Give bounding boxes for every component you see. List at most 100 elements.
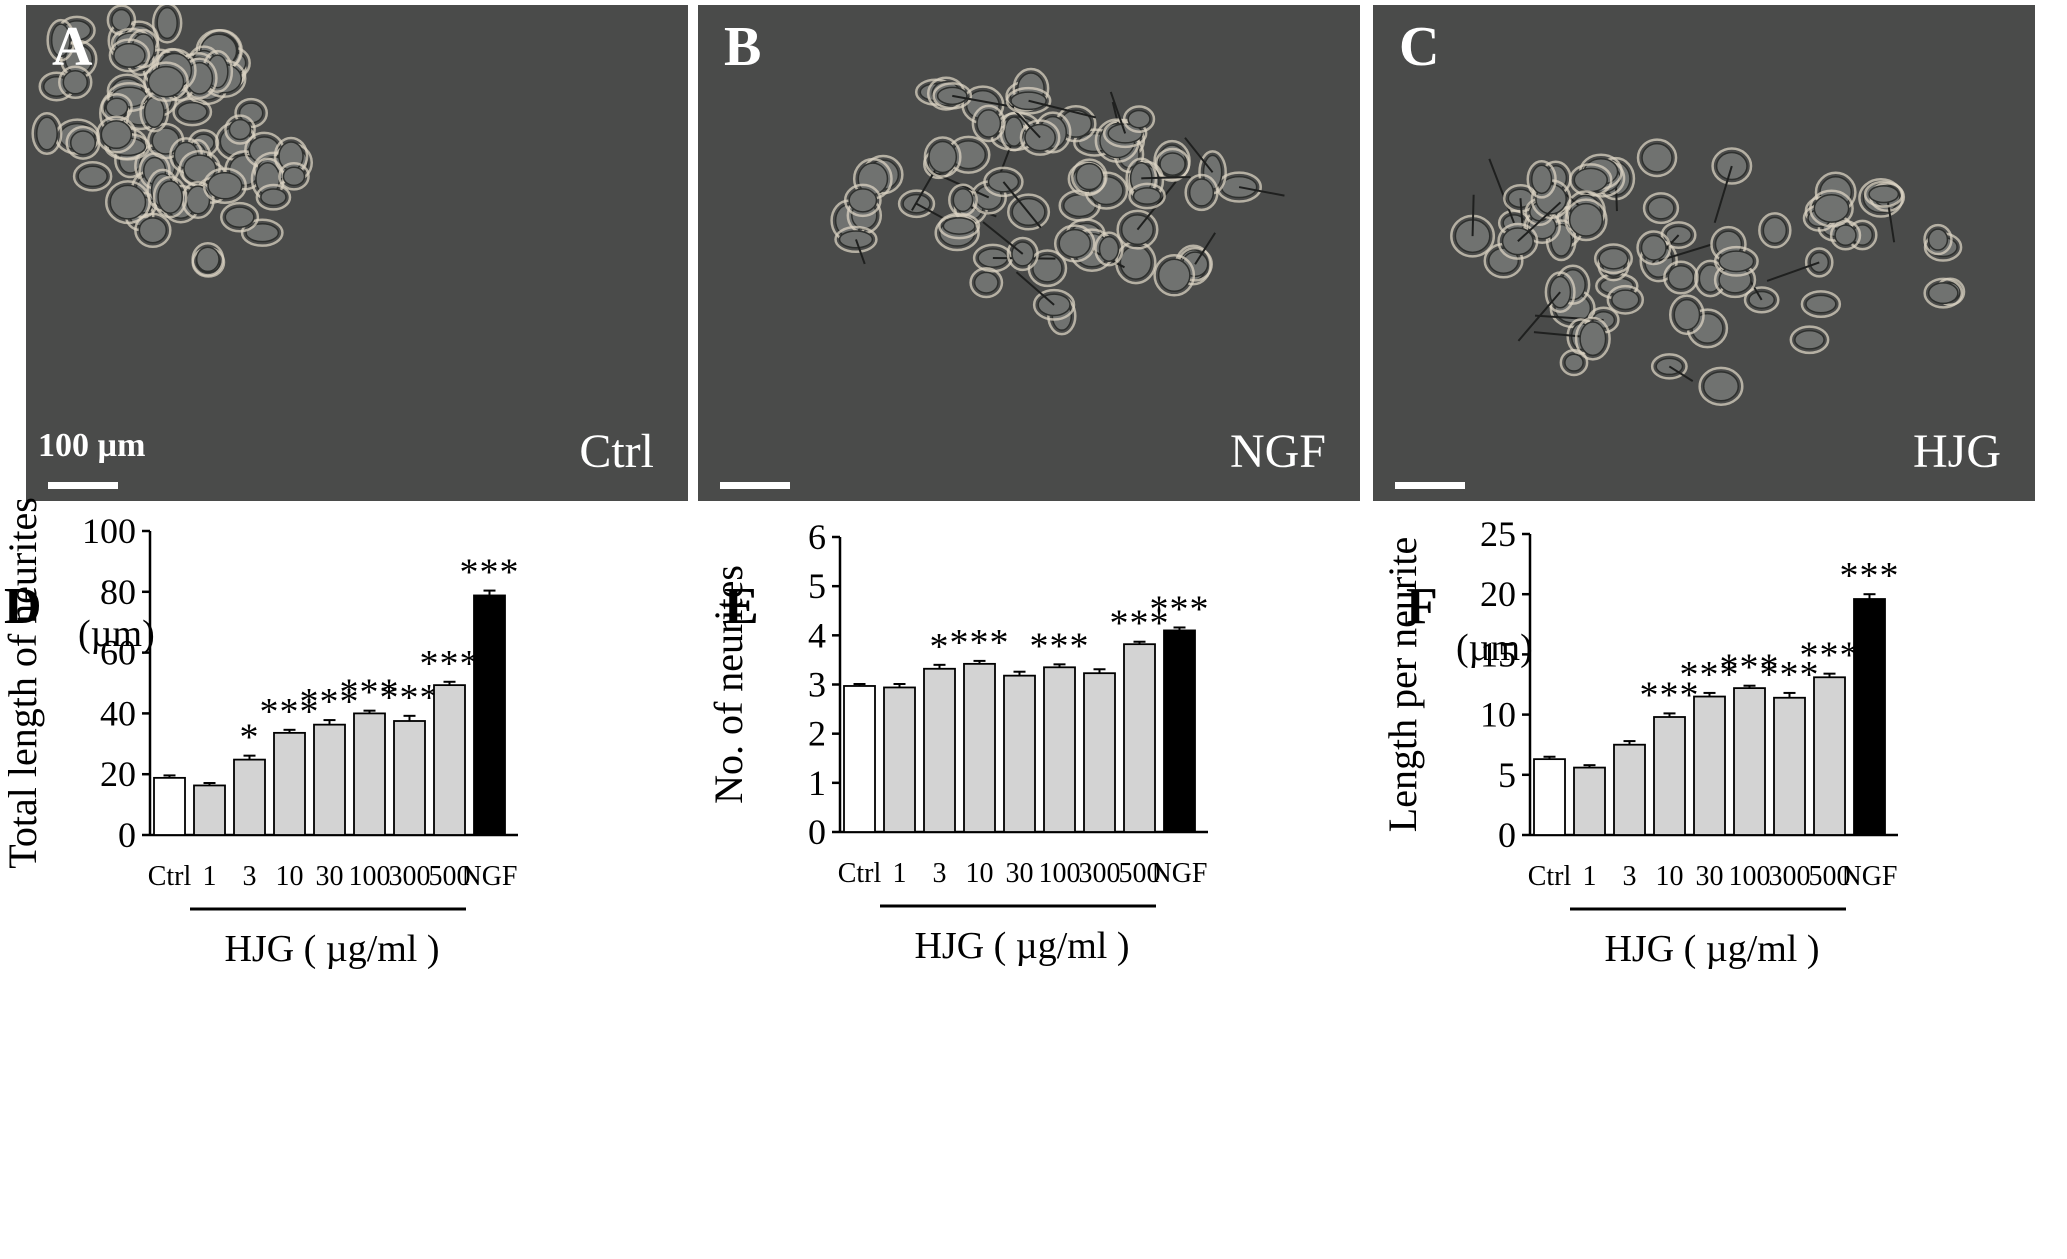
cell-body bbox=[245, 223, 280, 243]
cell-halo bbox=[1668, 294, 1705, 336]
cell-halo bbox=[151, 5, 183, 44]
x-tick-label: Ctrl bbox=[148, 861, 192, 892]
significance-marker: *** bbox=[1760, 654, 1820, 696]
bar-chart-e: E 0 1 2 3 4 5 6 No. of neurites Ctrl 1 * 3 *** 10 30 ***… bbox=[690, 517, 1370, 1259]
cell-halo bbox=[1032, 288, 1076, 321]
bar bbox=[1773, 696, 1806, 836]
cell-body bbox=[1568, 202, 1604, 237]
cell-halo bbox=[278, 162, 310, 191]
y-tick-label: 0 bbox=[118, 815, 136, 855]
cell-body bbox=[1647, 196, 1675, 220]
cell-halo bbox=[191, 241, 225, 277]
cell-body bbox=[936, 86, 968, 106]
neurite-process bbox=[1109, 91, 1127, 134]
x-tick-label: 300 bbox=[389, 861, 431, 892]
chart-svg: F 0 5 10 15 20 25 Length per neurite (µm) Ctrl 1 3 *… bbox=[1380, 514, 1899, 970]
photo-panel-b: B NGF bbox=[698, 5, 1360, 501]
x-tick-label: 500 bbox=[1809, 861, 1851, 892]
bar bbox=[153, 776, 186, 836]
cell-halo bbox=[932, 82, 973, 110]
cell-body bbox=[848, 188, 878, 213]
cell-halo bbox=[983, 166, 1024, 198]
cell-halo bbox=[1863, 180, 1904, 208]
bar bbox=[1003, 674, 1036, 833]
significance-marker: *** bbox=[420, 643, 480, 685]
photo-panel-a: A Ctrl 100 µm bbox=[26, 5, 688, 501]
cell-body bbox=[1119, 245, 1152, 280]
cell-halo bbox=[971, 104, 1006, 143]
significance-marker: *** bbox=[260, 691, 320, 733]
x-tick-label: 3 bbox=[243, 861, 257, 892]
x-tick-label: 30 bbox=[1696, 861, 1724, 892]
cell-halo bbox=[1593, 243, 1633, 275]
neurite-process bbox=[1713, 165, 1733, 224]
cell-halo bbox=[1122, 105, 1156, 133]
cell-cluster bbox=[31, 5, 314, 278]
cell-body bbox=[238, 102, 264, 124]
cell-body bbox=[1611, 289, 1640, 311]
neurite-process bbox=[1028, 99, 1097, 119]
neurite-process bbox=[1519, 198, 1524, 226]
cell-halo bbox=[1698, 366, 1744, 406]
cell-halo bbox=[843, 183, 882, 218]
neurite-process bbox=[1238, 186, 1285, 197]
cell-body bbox=[224, 206, 255, 228]
cell-body bbox=[147, 65, 185, 98]
cell-body bbox=[928, 140, 958, 174]
x-tick-label: 30 bbox=[1006, 858, 1034, 889]
cell-body bbox=[278, 141, 304, 171]
cell-body bbox=[1715, 151, 1748, 181]
cell-body bbox=[195, 246, 220, 273]
bar bbox=[1613, 743, 1646, 836]
neurite-process bbox=[1194, 232, 1216, 265]
cell-body bbox=[1132, 187, 1162, 205]
bar bbox=[1813, 676, 1846, 836]
cell-micrograph-image bbox=[830, 67, 1285, 336]
chart-svg: D 0 20 40 60 80 100 Total length of neurites (µm… bbox=[0, 497, 519, 970]
cell-halo bbox=[1923, 277, 1964, 309]
x-tick-label: Ctrl bbox=[838, 858, 882, 889]
x-tick-label: 10 bbox=[966, 858, 994, 889]
cell-body bbox=[1032, 253, 1063, 283]
x-tick-label: 10 bbox=[276, 861, 304, 892]
cell-halo bbox=[72, 160, 113, 192]
cell-halo bbox=[1809, 189, 1854, 228]
cell-micrograph-image bbox=[1450, 138, 1966, 406]
bar bbox=[393, 720, 426, 836]
cell-halo bbox=[1800, 290, 1842, 319]
cell-body bbox=[143, 96, 165, 128]
cell-halo bbox=[134, 212, 172, 248]
bar bbox=[1123, 643, 1156, 833]
significance-marker: *** bbox=[300, 681, 360, 723]
bar bbox=[1163, 629, 1196, 833]
cell-halo bbox=[1019, 119, 1061, 156]
x-tick-label: 1 bbox=[893, 858, 907, 889]
cell-body bbox=[1673, 298, 1701, 331]
x-tick-label: NGF bbox=[1151, 858, 1207, 889]
condition-label: NGF bbox=[1229, 425, 1326, 478]
x-tick-label: 1 bbox=[203, 861, 217, 892]
cell-body bbox=[1762, 216, 1788, 245]
cell-body bbox=[157, 180, 183, 214]
y-tick-label: 40 bbox=[100, 693, 136, 733]
x-axis-label: HJG ( µg/ml ) bbox=[914, 925, 1129, 967]
cell-halo bbox=[834, 225, 878, 254]
cell-body bbox=[1667, 265, 1695, 291]
cell-body bbox=[207, 171, 243, 200]
cell-body bbox=[1640, 234, 1667, 261]
cell-halo bbox=[1071, 158, 1108, 195]
cell-halo bbox=[934, 214, 980, 252]
cell-body bbox=[1127, 109, 1151, 129]
cell-halo bbox=[1559, 349, 1589, 377]
scale-bar bbox=[1395, 482, 1465, 489]
cell-body bbox=[1809, 251, 1830, 274]
cell-halo bbox=[143, 61, 189, 103]
x-tick-label: 10 bbox=[1656, 861, 1684, 892]
bar bbox=[273, 731, 306, 836]
cell-body bbox=[1075, 162, 1104, 191]
cell-body bbox=[1598, 247, 1629, 270]
significance-marker: * bbox=[240, 717, 260, 759]
cell-body bbox=[50, 23, 71, 58]
cell-halo bbox=[1497, 222, 1539, 260]
cell-halo bbox=[31, 111, 63, 156]
